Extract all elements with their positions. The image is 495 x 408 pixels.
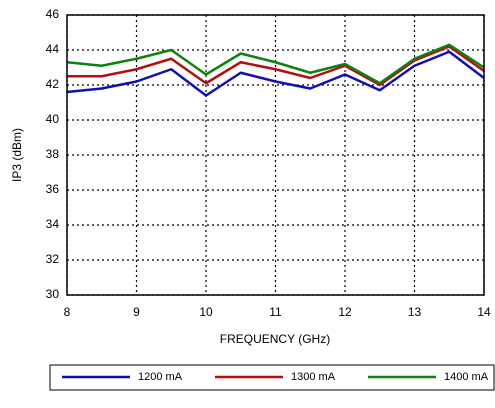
y-tick-label: 36 (46, 182, 60, 196)
y-tick-label: 30 (46, 287, 60, 301)
y-tick-label: 44 (46, 42, 60, 56)
y-tick-label: 38 (46, 147, 60, 161)
x-tick-label: 13 (408, 305, 422, 319)
y-tick-label: 32 (46, 252, 60, 266)
series-line (66, 43, 485, 85)
y-tick-label: 34 (46, 217, 60, 231)
series-line (67, 45, 485, 87)
y-tick-label: 46 (46, 7, 60, 21)
legend-label: 1400 mA (444, 371, 489, 383)
legend-box (49, 364, 495, 391)
y-tick-label: 42 (46, 77, 60, 91)
x-tick-label: 12 (338, 305, 352, 319)
legend-label: 1300 mA (291, 371, 336, 383)
x-axis-label: FREQUENCY (GHz) (220, 332, 330, 346)
x-tick-label: 11 (269, 305, 282, 319)
x-tick-label: 9 (133, 305, 140, 319)
y-axis-label: IP3 (dBm) (10, 128, 24, 182)
x-tick-label: 8 (64, 305, 71, 319)
x-tick-label: 14 (477, 305, 491, 319)
plot-frame (66, 14, 485, 296)
y-tick-label: 40 (46, 112, 60, 126)
legend-label: 1200 mA (138, 371, 183, 383)
x-tick-label: 10 (199, 305, 213, 319)
series-line (66, 50, 485, 97)
